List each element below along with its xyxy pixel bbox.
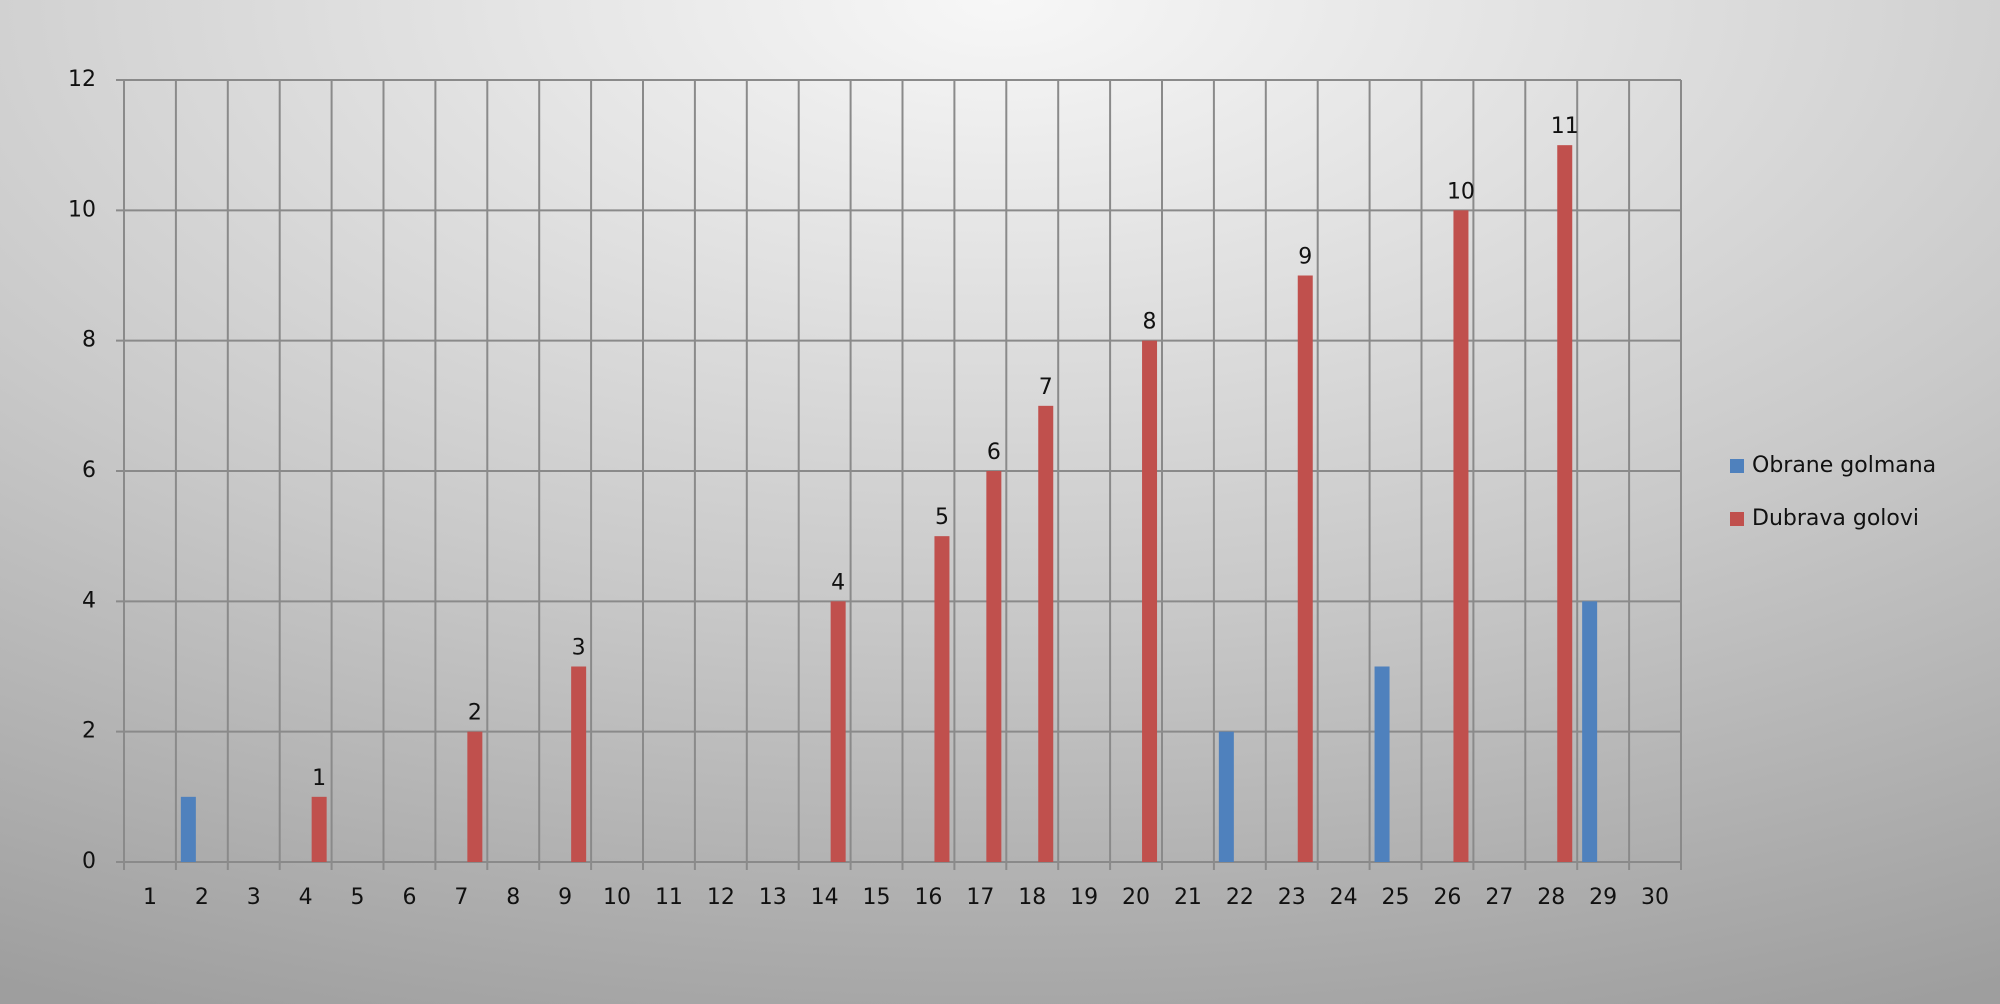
- x-tick-label: 30: [1641, 885, 1669, 910]
- bar: [180, 796, 196, 862]
- bar: [1453, 210, 1469, 863]
- bar: [1218, 731, 1234, 862]
- x-tick-label: 25: [1382, 885, 1410, 910]
- bar: [830, 601, 846, 862]
- x-tick-label: 10: [603, 885, 631, 910]
- bar: [1297, 275, 1313, 862]
- x-tick-label: 13: [759, 885, 787, 910]
- legend-swatch: [1730, 459, 1744, 473]
- x-tick-label: 24: [1330, 885, 1358, 910]
- x-tick-label: 16: [914, 885, 942, 910]
- bar: [311, 796, 327, 862]
- x-tick-label: 29: [1589, 885, 1617, 910]
- x-tick-label: 22: [1226, 885, 1254, 910]
- x-tick-label: 8: [506, 885, 520, 910]
- y-tick-label: 2: [82, 719, 96, 744]
- bar: [1557, 145, 1573, 862]
- legend-label: Obrane golmana: [1752, 453, 1936, 478]
- y-tick-label: 4: [82, 588, 96, 613]
- bar: [986, 471, 1002, 862]
- x-tick-label: 3: [247, 885, 261, 910]
- data-label: 6: [987, 440, 1001, 465]
- x-tick-label: 2: [195, 885, 209, 910]
- bar: [1038, 405, 1054, 862]
- x-tick-label: 21: [1174, 885, 1202, 910]
- data-label: 8: [1143, 310, 1157, 335]
- y-tick-label: 0: [82, 849, 96, 874]
- x-tick-label: 17: [966, 885, 994, 910]
- bar: [571, 666, 587, 862]
- data-label: 9: [1298, 245, 1312, 270]
- data-label: 5: [935, 505, 949, 530]
- data-label: 10: [1447, 179, 1475, 204]
- bar: [1374, 666, 1390, 862]
- data-label: 3: [572, 636, 586, 661]
- data-label: 7: [1039, 375, 1053, 400]
- y-tick-label: 10: [68, 197, 96, 222]
- y-tick-label: 12: [68, 67, 96, 92]
- x-tick-label: 28: [1537, 885, 1565, 910]
- x-tick-label: 14: [811, 885, 839, 910]
- x-tick-label: 15: [863, 885, 891, 910]
- y-tick-label: 8: [82, 328, 96, 353]
- bar: [934, 536, 950, 862]
- x-tick-label: 7: [454, 885, 468, 910]
- x-tick-label: 11: [655, 885, 683, 910]
- bar: [1582, 601, 1598, 862]
- y-tick-label: 6: [82, 458, 96, 483]
- x-tick-label: 23: [1278, 885, 1306, 910]
- x-tick-label: 26: [1433, 885, 1461, 910]
- legend-swatch: [1730, 512, 1744, 526]
- x-tick-label: 6: [402, 885, 416, 910]
- bar: [467, 731, 483, 862]
- x-tick-label: 18: [1018, 885, 1046, 910]
- legend-label: Dubrava golovi: [1752, 506, 1919, 531]
- x-tick-label: 12: [707, 885, 735, 910]
- data-label: 1: [312, 766, 326, 791]
- data-label: 2: [468, 701, 482, 726]
- bar: [1142, 340, 1158, 863]
- data-label: 11: [1551, 114, 1579, 139]
- x-tick-label: 4: [299, 885, 313, 910]
- x-tick-label: 20: [1122, 885, 1150, 910]
- x-tick-label: 27: [1485, 885, 1513, 910]
- x-tick-label: 5: [351, 885, 365, 910]
- data-label: 4: [831, 570, 845, 595]
- x-tick-label: 9: [558, 885, 572, 910]
- x-tick-label: 1: [143, 885, 157, 910]
- x-tick-label: 19: [1070, 885, 1098, 910]
